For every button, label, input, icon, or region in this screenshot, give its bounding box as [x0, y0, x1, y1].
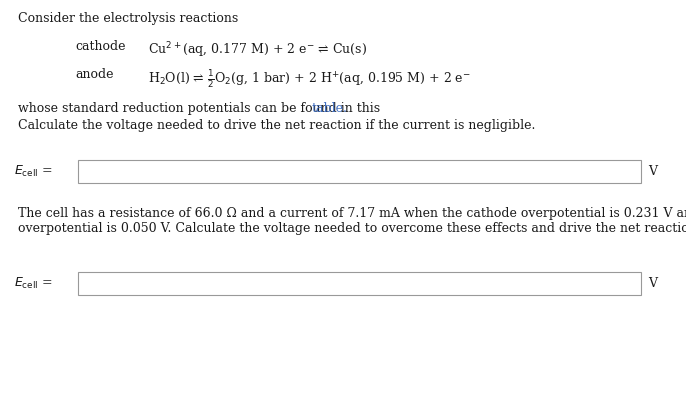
Text: Consider the electrolysis reactions: Consider the electrolysis reactions — [18, 12, 238, 25]
Text: anode: anode — [75, 68, 113, 81]
FancyBboxPatch shape — [78, 160, 641, 183]
Text: whose standard reduction potentials can be found in this: whose standard reduction potentials can … — [18, 102, 384, 115]
Text: $E_{\mathrm{cell}}$ =: $E_{\mathrm{cell}}$ = — [14, 164, 53, 179]
Text: The cell has a resistance of 66.0 Ω and a current of 7.17 mA when the cathode ov: The cell has a resistance of 66.0 Ω and … — [18, 207, 686, 220]
Text: Calculate the voltage needed to drive the net reaction if the current is negligi: Calculate the voltage needed to drive th… — [18, 119, 535, 132]
Text: V: V — [648, 165, 657, 178]
Text: Cu$^{2+}$(aq, 0.177 M) + 2 e$^{-}$ ⇌ Cu(s): Cu$^{2+}$(aq, 0.177 M) + 2 e$^{-}$ ⇌ Cu(… — [148, 40, 367, 59]
FancyBboxPatch shape — [78, 272, 641, 295]
Text: table.: table. — [311, 102, 347, 115]
Text: whose standard reduction potentials can be found in this: whose standard reduction potentials can … — [18, 102, 384, 115]
Text: $E_{\mathrm{cell}}$ =: $E_{\mathrm{cell}}$ = — [14, 276, 53, 291]
Text: V: V — [648, 277, 657, 290]
Text: overpotential is 0.050 V. Calculate the voltage needed to overcome these effects: overpotential is 0.050 V. Calculate the … — [18, 222, 686, 235]
Text: H$_2$O(l) ⇌ $\frac{1}{2}$O$_2$(g, 1 bar) + 2 H$^{+}$(aq, 0.195 M) + 2 e$^{-}$: H$_2$O(l) ⇌ $\frac{1}{2}$O$_2$(g, 1 bar)… — [148, 68, 471, 90]
Text: cathode: cathode — [75, 40, 126, 53]
